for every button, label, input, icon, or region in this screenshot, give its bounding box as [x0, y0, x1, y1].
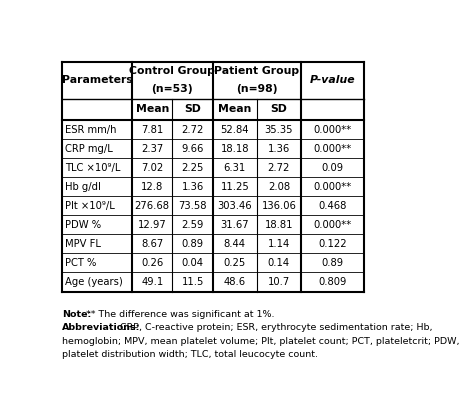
Text: Hb g/dl: Hb g/dl: [65, 182, 100, 192]
Text: 0.09: 0.09: [321, 163, 344, 173]
Text: 11.5: 11.5: [182, 277, 204, 287]
Text: Abbreviations:: Abbreviations:: [62, 323, 141, 332]
Text: 0.89: 0.89: [182, 239, 204, 249]
Text: Control Group: Control Group: [129, 66, 215, 76]
Text: CRP mg/L: CRP mg/L: [65, 144, 112, 154]
Text: 0.468: 0.468: [319, 201, 347, 211]
Text: platelet distribution width; TLC, total leucocyte count.: platelet distribution width; TLC, total …: [62, 350, 318, 359]
Text: 8.44: 8.44: [224, 239, 246, 249]
Text: 7.81: 7.81: [141, 124, 164, 134]
Text: P-value: P-value: [310, 75, 356, 85]
Text: 0.000**: 0.000**: [313, 124, 352, 134]
Text: 18.18: 18.18: [220, 144, 249, 154]
Text: Age (years): Age (years): [65, 277, 122, 287]
Text: SD: SD: [184, 104, 201, 115]
Text: 11.25: 11.25: [220, 182, 249, 192]
Text: 31.67: 31.67: [220, 220, 249, 230]
Text: PDW %: PDW %: [65, 220, 101, 230]
Text: 0.26: 0.26: [141, 258, 164, 268]
Text: 276.68: 276.68: [135, 201, 170, 211]
Text: 136.06: 136.06: [262, 201, 296, 211]
Text: 6.31: 6.31: [224, 163, 246, 173]
Text: 35.35: 35.35: [264, 124, 293, 134]
Text: Patient Group: Patient Group: [214, 66, 300, 76]
Text: 73.58: 73.58: [178, 201, 207, 211]
Text: 49.1: 49.1: [141, 277, 164, 287]
Text: Plt ×10⁹/L: Plt ×10⁹/L: [65, 201, 115, 211]
Text: TLC ×10⁹/L: TLC ×10⁹/L: [65, 163, 120, 173]
Text: 7.02: 7.02: [141, 163, 164, 173]
Text: 1.36: 1.36: [268, 144, 290, 154]
Text: ESR mm/h: ESR mm/h: [65, 124, 116, 134]
Text: 10.7: 10.7: [268, 277, 290, 287]
Text: hemoglobin; MPV, mean platelet volume; Plt, platelet count; PCT, plateletcrit; P: hemoglobin; MPV, mean platelet volume; P…: [62, 337, 460, 346]
Text: 48.6: 48.6: [224, 277, 246, 287]
Text: 1.14: 1.14: [268, 239, 290, 249]
Text: MPV FL: MPV FL: [65, 239, 100, 249]
Text: 9.66: 9.66: [182, 144, 204, 154]
Text: 0.000**: 0.000**: [313, 144, 352, 154]
Text: 0.04: 0.04: [182, 258, 204, 268]
Text: 12.97: 12.97: [138, 220, 166, 230]
Text: 0.89: 0.89: [321, 258, 344, 268]
Text: Note:: Note:: [62, 310, 91, 319]
Text: 0.000**: 0.000**: [313, 220, 352, 230]
Text: 2.08: 2.08: [268, 182, 290, 192]
Text: (n=53): (n=53): [152, 84, 193, 94]
Text: 52.84: 52.84: [220, 124, 249, 134]
Text: 8.67: 8.67: [141, 239, 164, 249]
Text: 0.000**: 0.000**: [313, 182, 352, 192]
Text: CRP, C-reactive protein; ESR, erythrocyte sedimentation rate; Hb,: CRP, C-reactive protein; ESR, erythrocyt…: [117, 323, 432, 332]
Text: 18.81: 18.81: [264, 220, 293, 230]
Text: (n=98): (n=98): [236, 84, 278, 94]
Text: PCT %: PCT %: [65, 258, 96, 268]
Text: 0.25: 0.25: [224, 258, 246, 268]
Text: Mean: Mean: [136, 104, 169, 115]
Text: 2.37: 2.37: [141, 144, 164, 154]
Text: Parameters: Parameters: [62, 75, 132, 85]
Text: 303.46: 303.46: [218, 201, 252, 211]
Text: 2.25: 2.25: [182, 163, 204, 173]
Text: 0.122: 0.122: [318, 239, 347, 249]
Text: 2.72: 2.72: [268, 163, 290, 173]
Text: 12.8: 12.8: [141, 182, 164, 192]
Text: 0.809: 0.809: [319, 277, 347, 287]
Text: ** The difference was significant at 1%.: ** The difference was significant at 1%.: [83, 310, 275, 319]
Text: Mean: Mean: [218, 104, 252, 115]
Text: 1.36: 1.36: [182, 182, 204, 192]
Text: 2.72: 2.72: [182, 124, 204, 134]
Text: 2.59: 2.59: [182, 220, 204, 230]
Text: SD: SD: [271, 104, 287, 115]
Text: 0.14: 0.14: [268, 258, 290, 268]
